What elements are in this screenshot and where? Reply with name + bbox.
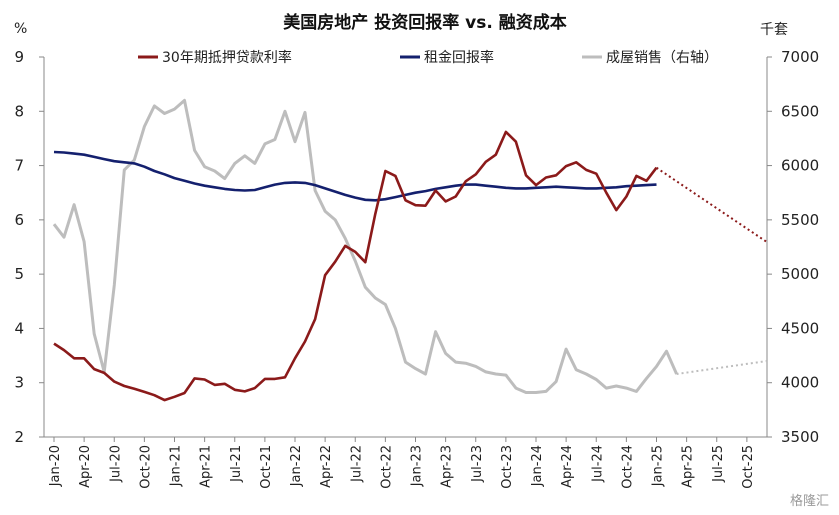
x-tick-label: Jan-25 — [651, 445, 666, 487]
left-axis-unit: % — [14, 21, 27, 37]
legend-label-rent-yield: 租金回报率 — [424, 49, 494, 66]
right-axis-unit: 千套 — [760, 22, 788, 38]
x-tick-label: Oct-22 — [379, 445, 394, 489]
right-tick-label: 4000 — [781, 374, 819, 392]
projection-line-existing-home-sales — [676, 360, 768, 376]
right-tick-label: 5500 — [781, 211, 819, 229]
chart-title: 美国房地产 投资回报率 vs. 融资成本 — [283, 12, 566, 33]
x-tick-label: Jul-21 — [229, 445, 244, 483]
watermark-text: 格隆汇 — [790, 493, 829, 509]
x-tick-label: Apr-20 — [78, 445, 93, 488]
left-tick-label: 3 — [14, 374, 24, 392]
left-tick-label: 9 — [14, 48, 24, 66]
x-tick-label: Jul-25 — [711, 445, 726, 483]
left-axis-ticks: 2 3 4 5 6 7 8 9 — [14, 48, 44, 446]
x-tick-label: Jan-22 — [289, 445, 304, 487]
x-tick-label: Jan-20 — [48, 445, 63, 487]
x-tick-label: Jul-20 — [108, 445, 123, 483]
x-tick-label: Oct-20 — [138, 445, 153, 489]
x-tick-label: Jul-23 — [470, 445, 485, 483]
projection-line-mortgage-rate — [655, 166, 768, 243]
x-tick-label: Apr-25 — [681, 445, 696, 488]
x-tick-label: Apr-21 — [199, 445, 214, 488]
left-tick-label: 7 — [14, 157, 24, 175]
x-tick-label: Jul-22 — [349, 445, 364, 483]
x-axis-ticks: Jan-20 Apr-20 Jul-20 Oct-20 Jan-21 Apr-21 Jul-… — [48, 437, 756, 489]
series-layer — [52, 98, 768, 402]
x-tick-label: Oct-23 — [500, 445, 515, 489]
right-tick-label: 3500 — [781, 428, 819, 446]
x-tick-label: Apr-24 — [560, 445, 575, 488]
right-tick-label: 5000 — [781, 265, 819, 283]
series-line-existing-home-sales — [52, 98, 678, 394]
x-tick-label: Oct-21 — [259, 445, 274, 489]
legend-label-mortgage-rate: 30年期抵押贷款利率 — [162, 49, 292, 66]
legend: 30年期抵押贷款利率 租金回报率 成屋销售（右轴） — [138, 49, 718, 66]
x-tick-label: Jul-24 — [590, 445, 605, 483]
left-tick-label: 4 — [14, 319, 24, 337]
legend-label-existing-home-sales: 成屋销售（右轴） — [606, 50, 718, 66]
x-tick-label: Jan-23 — [410, 445, 425, 487]
left-tick-label: 5 — [14, 265, 24, 283]
left-tick-label: 6 — [14, 211, 24, 229]
left-tick-label: 2 — [14, 428, 24, 446]
right-tick-label: 6000 — [781, 157, 819, 175]
left-tick-label: 8 — [14, 102, 24, 120]
x-tick-label: Jan-24 — [530, 445, 545, 487]
right-tick-label: 6500 — [781, 102, 819, 120]
x-tick-label: Apr-23 — [440, 445, 455, 488]
series-line-mortgage-rate — [53, 130, 658, 402]
right-axis-ticks: 3500 4000 4500 5000 5500 6000 6500 7000 — [767, 48, 819, 446]
series-line-rent-yield — [53, 150, 657, 202]
x-tick-label: Oct-25 — [741, 445, 756, 489]
right-tick-label: 4500 — [781, 319, 819, 337]
right-tick-label: 7000 — [781, 48, 819, 66]
x-tick-label: Oct-24 — [620, 445, 635, 489]
x-tick-label: Apr-22 — [319, 445, 334, 488]
x-tick-label: Jan-21 — [169, 445, 184, 487]
axes — [43, 57, 768, 438]
